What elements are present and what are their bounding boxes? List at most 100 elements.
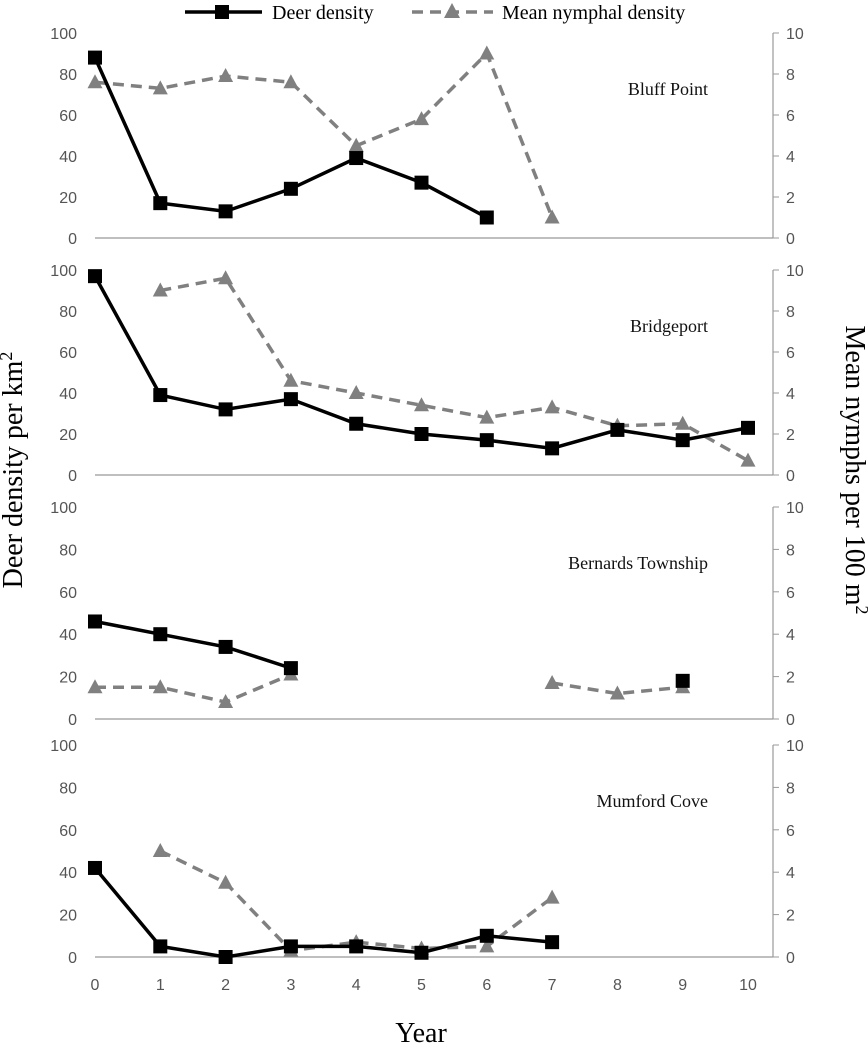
y-tick-left-label: 0 [68, 950, 77, 967]
nymph-point [414, 111, 429, 126]
deer-point [610, 422, 625, 437]
y-tick-right-label: 4 [786, 627, 795, 644]
deer-point [479, 928, 494, 943]
deer-point [88, 50, 102, 65]
deer-point [479, 210, 494, 225]
deer-point [414, 175, 429, 190]
y-tick-left-label: 20 [59, 670, 77, 687]
deer-point [153, 388, 168, 403]
nymph-point [152, 80, 168, 95]
nymph-point [675, 415, 691, 430]
deer-point [218, 204, 233, 219]
y-tick-left-label: 80 [59, 780, 77, 797]
y-tick-right-label: 10 [786, 500, 804, 517]
panel-1: 0 20 40 60 80 100 0 2 4 6 8 10 Bridgeport [50, 263, 804, 485]
deer-point [349, 416, 364, 431]
y-tick-right-label: 2 [786, 670, 795, 687]
deer-point [349, 939, 364, 954]
nymph-point [152, 843, 168, 857]
deer-point [349, 151, 364, 166]
deer-point [741, 420, 755, 435]
deer-point [88, 614, 102, 629]
nymph-series-line [95, 672, 292, 704]
y-tick-left-label: 100 [50, 263, 77, 280]
nymph-series-line [94, 50, 554, 219]
y-tick-left-label: 100 [50, 500, 77, 517]
deer-point [283, 939, 298, 954]
y-tick-left-label: 60 [59, 345, 77, 362]
deer-point [153, 196, 168, 211]
panel-site-label: Bridgeport [630, 316, 708, 336]
y-axis-left-title: Deer density per km2 [0, 352, 29, 589]
x-tick-label: 0 [91, 977, 100, 994]
deer-series-line [94, 619, 292, 670]
x-tick-label: 3 [286, 977, 295, 994]
y-tick-right-label: 6 [786, 345, 795, 362]
deer-point [153, 627, 168, 642]
nymph-point [218, 874, 234, 889]
panel-site-label: Mumford Cove [597, 791, 709, 811]
nymph-point [348, 385, 364, 399]
y-tick-right-label: 4 [786, 386, 795, 403]
deer-series-line [93, 866, 553, 959]
y-tick-left-label: 40 [59, 149, 77, 166]
y-tick-left-label: 100 [50, 738, 77, 755]
y-tick-right-label: 4 [786, 149, 795, 166]
nymph-point [479, 45, 495, 60]
panel-0: 0 20 40 60 80 100 0 2 4 6 8 10 Bluff Point [50, 26, 804, 248]
y-tick-left-label: 80 [59, 67, 77, 84]
deer-point [153, 939, 168, 954]
y-tick-right-label: 0 [786, 231, 795, 248]
nymph-point [740, 452, 756, 467]
y-tick-right-label: 6 [786, 108, 795, 125]
x-tick-label: 2 [221, 977, 230, 994]
nymph-point [87, 74, 103, 89]
y-tick-left-label: 60 [59, 823, 77, 840]
nymph-point [218, 270, 234, 285]
nymph-point [218, 694, 234, 709]
deer-point [283, 181, 298, 196]
y-tick-left-label: 40 [59, 627, 77, 644]
y-tick-right-label: 10 [786, 263, 804, 280]
y-tick-right-label: 2 [786, 908, 795, 925]
deer-point [414, 945, 429, 960]
x-tick-label: 10 [739, 977, 757, 994]
nymph-series-line [159, 276, 749, 463]
deer-point [414, 427, 429, 441]
y-tick-left-label: 20 [59, 190, 77, 207]
legend-deer-label: Deer density [272, 2, 374, 24]
deer-point [545, 441, 560, 456]
deer-point [675, 433, 690, 448]
nymph-point [544, 674, 560, 689]
y-tick-left-label: 0 [68, 468, 77, 485]
y-tick-right-label: 6 [786, 585, 795, 602]
deer-point [218, 639, 233, 654]
y-tick-left-label: 0 [68, 231, 77, 248]
panel-3: 0 20 40 60 80 100 0 2 4 6 8 10 Mumford Cove [50, 738, 804, 967]
y-tick-right-label: 8 [786, 67, 795, 84]
deer-point [545, 935, 560, 950]
nymph-point [218, 68, 234, 83]
x-tick-label: 1 [156, 977, 165, 994]
nymph-point [414, 397, 429, 412]
y-tick-left-label: 40 [59, 386, 77, 403]
nymph-point [544, 209, 560, 224]
y-tick-left-label: 0 [68, 712, 77, 729]
y-tick-right-label: 0 [786, 950, 795, 967]
nymph-point [87, 679, 103, 694]
y-tick-right-label: 8 [786, 304, 795, 321]
nymph-point [283, 372, 299, 387]
y-tick-right-label: 8 [786, 542, 795, 559]
y-tick-left-label: 100 [50, 26, 77, 43]
deer-point [283, 661, 298, 676]
nymph-point [544, 399, 560, 414]
nymph-point [609, 685, 625, 700]
x-tick-label: 7 [548, 977, 557, 994]
panel-2: 0 20 40 60 80 100 0 2 4 6 8 10 Bernards Township [50, 500, 804, 729]
y-tick-left-label: 20 [59, 427, 77, 444]
y-axis-right-title: Mean nymphs per 100 m2 [839, 326, 868, 615]
nymph-point [348, 137, 364, 152]
nymph-point [283, 74, 299, 89]
nymph-point [152, 282, 168, 297]
